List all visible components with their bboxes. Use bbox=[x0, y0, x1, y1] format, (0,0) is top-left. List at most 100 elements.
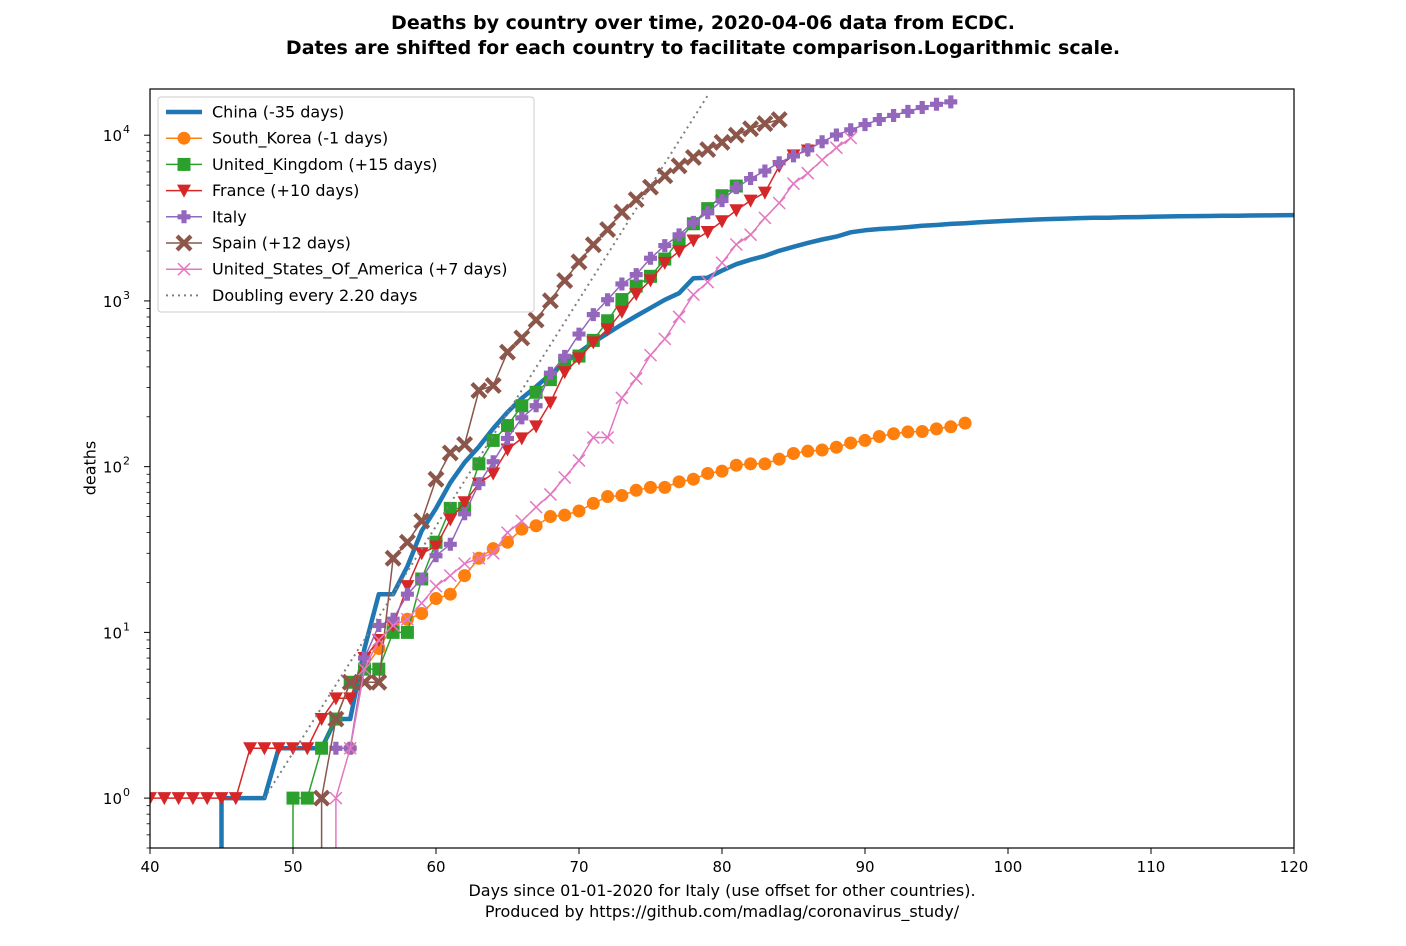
data-point bbox=[150, 792, 157, 806]
data-point bbox=[844, 123, 858, 137]
data-point bbox=[758, 164, 772, 178]
legend-label: United_States_Of_America (+7 days) bbox=[212, 260, 508, 280]
y-axis-label: deaths bbox=[80, 440, 100, 496]
data-point bbox=[315, 741, 329, 755]
x-tick-label: 110 bbox=[1137, 858, 1166, 876]
data-point bbox=[529, 519, 543, 533]
x-tick-label: 90 bbox=[855, 858, 874, 876]
data-point bbox=[644, 251, 657, 265]
data-point bbox=[501, 535, 514, 549]
data-point bbox=[514, 432, 529, 446]
data-point bbox=[386, 612, 400, 626]
data-point bbox=[500, 526, 515, 540]
data-point bbox=[686, 234, 701, 248]
data-point bbox=[470, 382, 488, 399]
data-point bbox=[686, 215, 700, 229]
data-point bbox=[658, 480, 672, 494]
data-point bbox=[429, 540, 443, 554]
legend-marker bbox=[177, 210, 191, 224]
data-point bbox=[586, 308, 600, 322]
data-point bbox=[601, 293, 615, 307]
data-point bbox=[441, 444, 459, 462]
data-point bbox=[844, 436, 858, 450]
series-5 bbox=[313, 111, 788, 848]
data-point bbox=[715, 215, 729, 229]
data-point bbox=[715, 194, 729, 208]
data-point bbox=[228, 792, 243, 806]
x-tick-label: 70 bbox=[569, 858, 588, 876]
data-point bbox=[458, 507, 472, 521]
data-point bbox=[715, 256, 729, 270]
series-line-0 bbox=[219, 212, 1294, 848]
data-point bbox=[944, 420, 958, 434]
data-point bbox=[672, 310, 686, 324]
x-tick-label: 120 bbox=[1280, 858, 1309, 876]
data-point bbox=[614, 305, 629, 319]
data-point bbox=[644, 480, 657, 494]
data-point bbox=[829, 128, 843, 142]
data-point bbox=[744, 172, 758, 186]
data-point bbox=[944, 95, 958, 109]
data-point bbox=[200, 792, 215, 806]
data-point bbox=[958, 416, 972, 430]
data-point bbox=[515, 522, 529, 536]
data-point bbox=[758, 211, 772, 225]
data-point bbox=[670, 157, 688, 175]
data-point bbox=[558, 470, 572, 485]
data-point bbox=[329, 791, 343, 805]
data-point bbox=[429, 579, 443, 593]
data-point bbox=[772, 156, 786, 170]
data-point bbox=[541, 292, 559, 310]
series-0 bbox=[219, 212, 1294, 848]
data-point bbox=[243, 742, 258, 756]
data-point bbox=[501, 419, 514, 433]
data-point bbox=[801, 143, 815, 157]
data-point bbox=[415, 606, 429, 620]
data-point bbox=[629, 288, 644, 302]
data-point bbox=[858, 433, 872, 447]
data-point bbox=[915, 101, 929, 115]
series-7 bbox=[263, 94, 709, 799]
legend-item-1: South_Korea (-1 days) bbox=[166, 129, 388, 149]
data-point bbox=[701, 206, 715, 220]
data-point bbox=[400, 612, 414, 626]
data-point bbox=[372, 662, 386, 676]
data-point bbox=[370, 673, 388, 691]
data-point bbox=[700, 225, 715, 239]
data-point bbox=[727, 126, 745, 144]
data-point bbox=[472, 457, 486, 471]
data-point bbox=[472, 477, 486, 491]
data-point bbox=[185, 792, 200, 806]
legend-label: China (-35 days) bbox=[212, 103, 344, 122]
data-point bbox=[642, 178, 659, 196]
data-point bbox=[629, 483, 643, 497]
data-point bbox=[558, 349, 572, 363]
legend-label: United_Kingdom (+15 days) bbox=[212, 155, 438, 175]
data-point bbox=[486, 455, 500, 469]
x-axis-label-line-1: Days since 01-01-2020 for Italy (use off… bbox=[468, 881, 976, 900]
data-point bbox=[443, 537, 457, 551]
data-point bbox=[615, 293, 629, 307]
data-point bbox=[515, 411, 529, 425]
data-point bbox=[586, 496, 600, 510]
data-point bbox=[772, 196, 786, 210]
data-point bbox=[458, 569, 472, 583]
data-point bbox=[801, 166, 815, 180]
data-point bbox=[657, 256, 672, 270]
data-point bbox=[427, 470, 445, 488]
data-point bbox=[744, 228, 758, 242]
data-point bbox=[529, 399, 543, 413]
data-point bbox=[772, 452, 786, 466]
series-3 bbox=[150, 144, 815, 806]
data-point bbox=[572, 504, 586, 518]
data-point bbox=[729, 237, 743, 252]
data-point bbox=[901, 104, 915, 118]
data-point bbox=[615, 391, 629, 405]
data-point bbox=[415, 596, 429, 610]
data-point bbox=[829, 141, 843, 155]
data-point bbox=[458, 557, 472, 571]
legend-box bbox=[157, 96, 535, 313]
legend-marker bbox=[177, 131, 191, 145]
data-point bbox=[586, 336, 601, 350]
